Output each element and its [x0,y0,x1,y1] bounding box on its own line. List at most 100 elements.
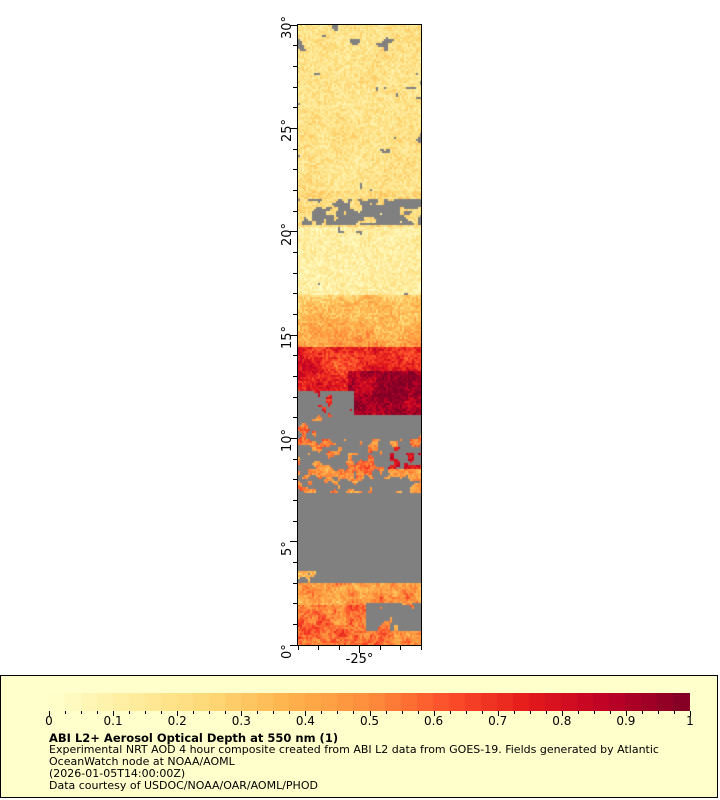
colorbar-tick [641,711,643,714]
colorbar-tick [497,711,499,716]
lat-tick [293,210,298,212]
lat-label: 25° [280,119,295,143]
lat-tick [290,231,298,233]
legend-description-cont: OceanWatch node at NOAA/AOML [49,755,235,768]
lat-tick [293,86,298,88]
lat-label: 15° [280,325,295,349]
lat-tick [293,148,298,150]
colorbar-tick [609,711,611,714]
lat-tick [293,251,298,253]
colorbar-tick [690,711,691,716]
lat-tick [290,24,298,26]
colorbar [49,693,690,711]
colorbar-tick [593,711,595,714]
lat-tick [293,417,298,419]
legend-time: (2026-01-05T14:00:00Z) [49,767,186,780]
colorbar-label: 0.8 [552,714,572,728]
colorbar-tick [321,711,323,714]
colorbar-label: 0.4 [295,714,315,728]
lat-tick [290,127,298,129]
colorbar-tick [673,711,675,714]
colorbar-tick [129,711,131,714]
lat-label: 0° [280,644,295,659]
colorbar-tick [97,711,99,714]
colorbar-tick [305,711,307,716]
colorbar-tick [481,711,483,714]
lat-tick [293,65,298,67]
legend-title: ABI L2+ Aerosol Optical Depth at 550 nm … [49,731,339,745]
colorbar-tick [417,711,419,714]
lon-tick [297,645,299,650]
lat-tick [290,541,298,543]
colorbar-tick [401,711,403,714]
legend-panel: 0 0.1 0.2 0.3 0.4 0.5 0.6 0.7 0.8 0.9 1 ABI L2+ Ae… [0,675,718,798]
colorbar-tick [657,711,659,714]
lat-tick [293,499,298,501]
colorbar-tick [161,711,163,714]
lat-tick [293,458,298,460]
colorbar-label: 0.7 [488,714,508,728]
lat-tick [293,355,298,357]
colorbar-label: 0.5 [359,714,380,728]
lat-tick [293,169,298,171]
lat-label: 10° [280,429,295,453]
colorbar-label: 0 [45,714,53,728]
lat-tick [290,437,298,439]
colorbar-tick [625,711,627,716]
colorbar-tick [577,711,579,714]
colorbar-tick [289,711,291,714]
colorbar-tick [369,711,371,716]
lon-tick [359,645,360,653]
colorbar-label: 1 [686,714,694,728]
lat-tick [290,334,298,336]
colorbar-tick [273,711,275,714]
colorbar-tick [225,711,227,714]
lat-tick [293,375,298,377]
lat-tick [293,623,298,625]
lat-tick [293,272,298,274]
colorbar-tick [49,711,50,716]
lat-tick [293,582,298,584]
lat-tick [293,293,298,295]
lat-tick [293,107,298,109]
colorbar-tick [145,711,147,714]
colorbar-tick [209,711,211,714]
colorbar-tick [385,711,387,714]
lat-label: 20° [280,222,295,246]
aod-map [298,25,421,645]
lat-label: 30° [280,15,295,39]
lat-tick [293,396,298,398]
colorbar-label: 0.1 [103,714,123,728]
colorbar-label: 0.3 [231,714,251,728]
colorbar-tick [193,711,195,714]
lon-tick [400,645,401,650]
colorbar-tick [433,711,435,716]
colorbar-tick [257,711,259,714]
colorbar-tick [449,711,451,714]
lat-tick [293,561,298,563]
colorbar-tick [529,711,531,714]
colorbar-label: 0.9 [616,714,636,728]
lat-tick [293,479,298,481]
lat-tick [293,45,298,47]
lon-tick [318,645,319,650]
lat-tick [293,313,298,315]
lon-label: -25° [345,652,374,667]
colorbar-tick [81,711,83,714]
colorbar-label: 0.2 [167,714,187,728]
lon-tick [338,645,340,650]
lat-tick [290,644,298,646]
colorbar-tick [177,711,179,716]
lat-tick [293,189,298,191]
colorbar-tick [113,711,115,716]
colorbar-tick [561,711,563,716]
colorbar-tick [241,711,243,716]
colorbar-tick [545,711,547,714]
lat-label: 5° [280,540,295,556]
colorbar-tick [465,711,467,714]
legend-credit: Data courtesy of USDOC/NOAA/OAR/AOML/PHO… [49,779,318,792]
colorbar-tick [65,711,67,714]
colorbar-label: 0.6 [424,714,444,728]
legend-description: Experimental NRT AOD 4 hour composite cr… [49,743,659,756]
colorbar-tick [353,711,355,714]
